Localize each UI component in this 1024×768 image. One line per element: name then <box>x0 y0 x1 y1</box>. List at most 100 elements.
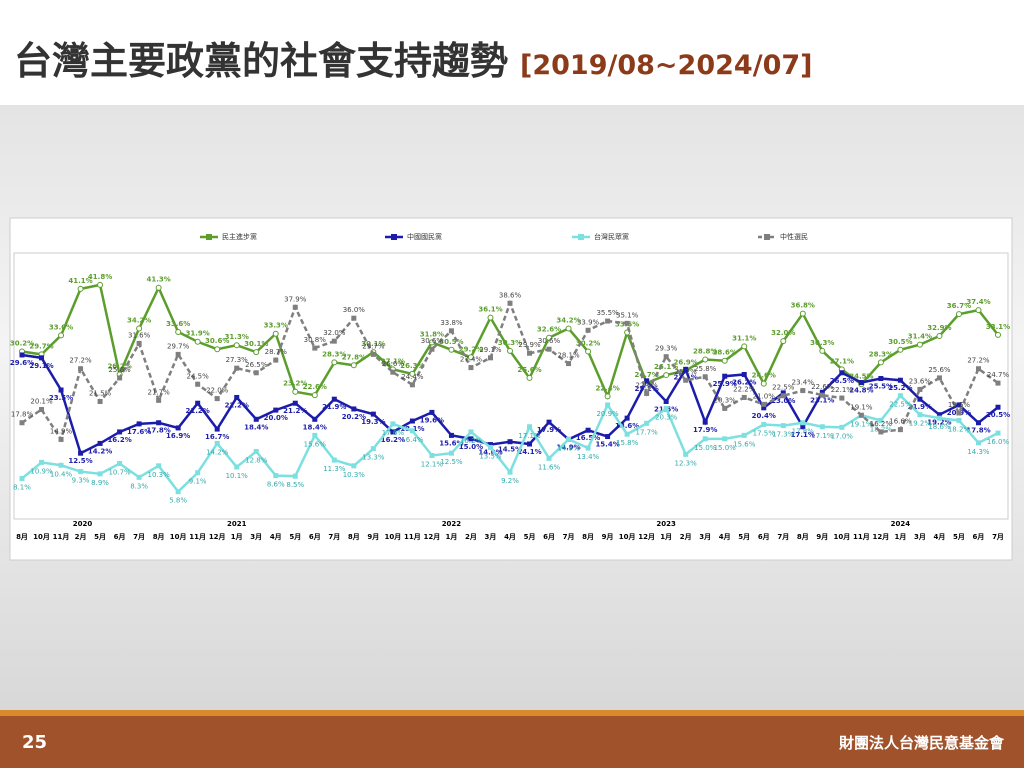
page-number: 25 <box>22 732 48 753</box>
x-tick-label: 1月 <box>231 533 243 541</box>
x-tick-label: 11月 <box>53 533 70 541</box>
point <box>605 434 611 440</box>
point <box>370 411 376 417</box>
data-label: 17.6% <box>127 428 151 436</box>
point <box>624 320 630 326</box>
data-label: 12.5% <box>440 458 463 466</box>
x-tick-label: 5月 <box>94 533 106 541</box>
legend-label: 中性選民 <box>780 232 808 241</box>
point <box>683 451 689 457</box>
point <box>234 394 240 400</box>
point <box>702 436 708 442</box>
data-label: 29.7% <box>362 342 385 350</box>
data-label: 12.5% <box>68 457 92 465</box>
point <box>507 300 513 306</box>
data-label: 29.3% <box>655 345 678 353</box>
x-tick-label: 8月 <box>348 533 360 541</box>
data-label: 16.5% <box>576 434 600 442</box>
point <box>507 439 513 445</box>
data-label: 29.1% <box>479 346 502 354</box>
point <box>77 285 84 292</box>
data-label: 17.8% <box>146 427 170 435</box>
x-tick-label: 3月 <box>699 533 711 541</box>
x-tick-label: 5月 <box>524 533 536 541</box>
data-label: 22.5% <box>889 401 912 409</box>
year-label: 2023 <box>656 520 676 528</box>
x-tick-label: 12月 <box>209 533 226 541</box>
data-label: 20.0% <box>264 414 288 422</box>
data-label: 10.3% <box>148 471 171 479</box>
data-label: 31.4% <box>908 333 932 341</box>
point <box>858 412 864 418</box>
point <box>253 448 259 454</box>
data-label: 35.1% <box>616 311 639 319</box>
point <box>429 409 435 415</box>
footer-bar <box>0 716 1024 768</box>
point <box>214 426 220 432</box>
point <box>253 349 260 356</box>
data-label: 21.9% <box>322 403 346 411</box>
data-label: 30.6% <box>421 337 444 345</box>
data-label: 14.5% <box>498 446 522 454</box>
data-label: 29.6% <box>10 359 34 367</box>
x-tick-label: 7月 <box>992 533 1004 541</box>
data-label: 24.7% <box>634 371 658 379</box>
legend-label: 中國國民黨 <box>407 232 442 241</box>
point <box>390 421 396 427</box>
point <box>448 450 454 456</box>
data-label: 8.1% <box>13 483 31 491</box>
data-label: 22.1% <box>831 386 854 394</box>
point <box>780 393 786 399</box>
point <box>331 396 337 402</box>
x-tick-label: 4月 <box>934 533 946 541</box>
x-tick-label: 6月 <box>309 533 321 541</box>
data-label: 36.1% <box>478 306 502 314</box>
data-label: 41.1% <box>68 277 92 285</box>
data-label: 29.9% <box>518 341 541 349</box>
legend-marker <box>391 234 397 240</box>
data-label: 8.9% <box>91 479 109 487</box>
point <box>351 463 357 469</box>
point <box>351 315 357 321</box>
data-label: 15.8% <box>616 439 639 447</box>
point <box>312 345 318 351</box>
point <box>19 352 25 358</box>
point <box>253 416 259 422</box>
point <box>917 412 923 418</box>
data-label: 27.1% <box>381 357 405 365</box>
point <box>760 380 767 387</box>
data-label: 23.0% <box>771 397 795 405</box>
point <box>995 331 1001 338</box>
data-label: 8.5% <box>286 481 304 489</box>
point <box>995 430 1001 436</box>
point <box>897 346 904 353</box>
data-label: 31.1% <box>732 334 756 342</box>
data-label: 36.0% <box>343 306 366 314</box>
data-label: 30.2% <box>10 340 34 348</box>
data-label: 17.1% <box>811 432 834 440</box>
data-label: 17.8% <box>11 411 34 419</box>
x-tick-label: 9月 <box>602 533 614 541</box>
point <box>292 304 298 310</box>
data-label: 24.5% <box>187 372 210 380</box>
legend-marker <box>206 234 212 240</box>
point <box>604 393 611 400</box>
data-label: 31.9% <box>186 330 210 338</box>
data-label: 27.1% <box>674 373 698 381</box>
point <box>468 365 474 371</box>
x-tick-label: 2月 <box>465 533 477 541</box>
data-label: 16.9% <box>166 432 190 440</box>
point <box>721 357 728 364</box>
data-label: 27.1% <box>830 357 854 365</box>
point <box>39 355 45 361</box>
x-tick-label: 10月 <box>33 533 50 541</box>
point <box>467 354 474 361</box>
point <box>273 357 279 363</box>
data-label: 16.4% <box>401 436 424 444</box>
x-tick-label: 8月 <box>797 533 809 541</box>
point <box>663 398 669 404</box>
data-label: 14.3% <box>967 448 990 456</box>
point <box>683 377 689 383</box>
data-label: 9.2% <box>501 477 519 485</box>
data-label: 12.3% <box>675 459 698 467</box>
